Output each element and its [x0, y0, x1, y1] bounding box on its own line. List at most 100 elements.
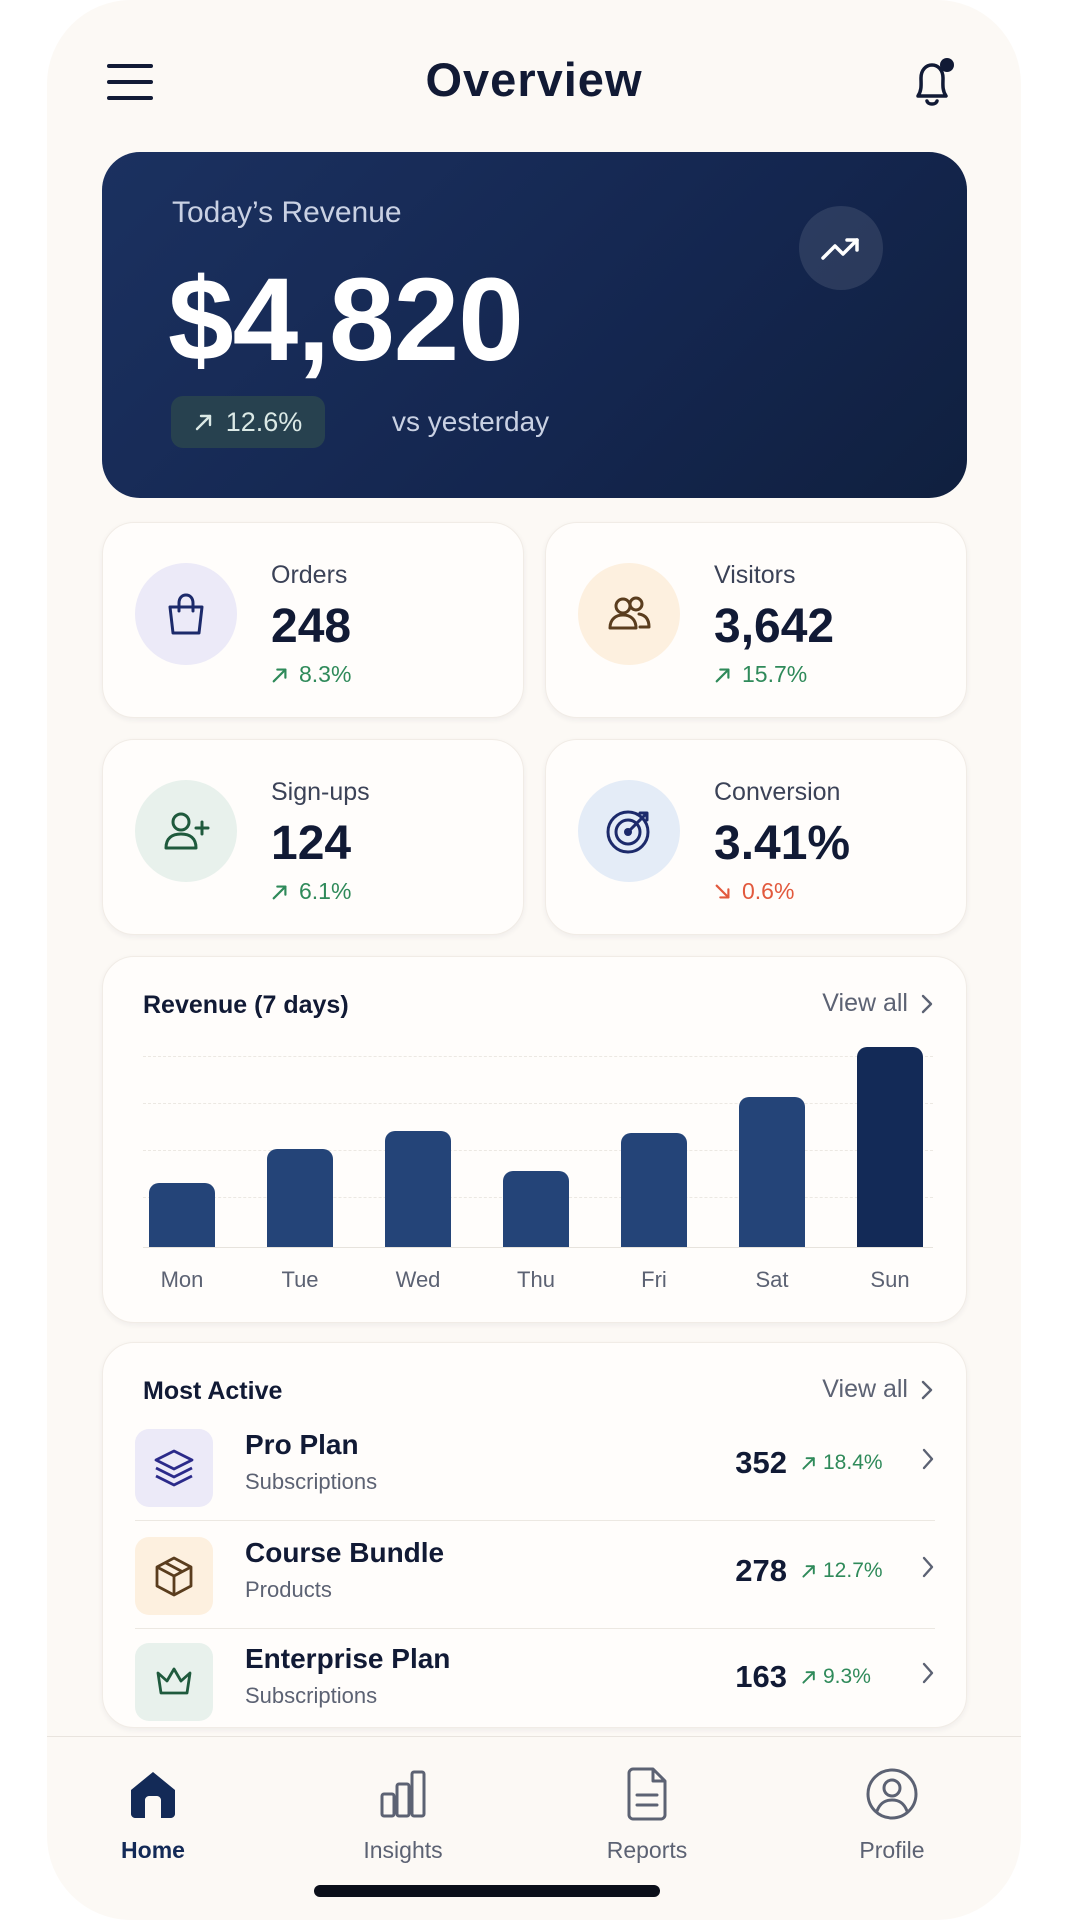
stat-change: 0.6% [714, 878, 794, 905]
arrow-up-right-icon [715, 668, 730, 682]
item-count: 352 [735, 1445, 787, 1480]
item-category: Subscriptions [245, 1683, 378, 1708]
list-item[interactable]: Pro Plan Subscriptions 352 18.4% [135, 1415, 935, 1521]
target-icon [578, 780, 680, 882]
nav-home[interactable]: Home [73, 1763, 233, 1864]
stat-change: 8.3% [271, 661, 351, 688]
chart-x-tick-label: Sat [755, 1267, 789, 1292]
view-all-label: View all [822, 1375, 908, 1403]
bell-icon [916, 63, 948, 106]
chart-bar-sat[interactable] [739, 1097, 805, 1247]
menu-icon-line [107, 80, 153, 84]
stat-change: 6.1% [271, 878, 351, 905]
bar-chart-icon [323, 1763, 483, 1825]
stat-change-value: 6.1% [299, 878, 352, 904]
phone-screen: Overview Today’s Revenue $4,820 12.6% v [47, 0, 1021, 1920]
revenue-chart-panel: Revenue (7 days) View all Mon Tue Wed Thu Fr… [102, 956, 967, 1323]
list-item[interactable]: Course Bundle Products 278 12.7% [135, 1523, 935, 1629]
arrow-up-right-icon [802, 1565, 815, 1578]
revenue-hero-card[interactable]: Today’s Revenue $4,820 12.6% vs yesterda… [102, 152, 967, 498]
item-count: 163 [735, 1659, 787, 1694]
stat-card-sign-ups[interactable]: Sign-ups 124 6.1% [102, 739, 524, 935]
stat-label: Visitors [714, 561, 796, 589]
trend-button[interactable] [799, 206, 883, 290]
hero-compare-text: vs yesterday [392, 406, 550, 437]
chart-x-tick-label: Mon [160, 1267, 204, 1292]
item-category: Subscriptions [245, 1469, 378, 1494]
profile-icon [812, 1763, 972, 1825]
top-bar: Overview [47, 0, 1021, 150]
chart-bar-wed[interactable] [385, 1131, 451, 1247]
nav-insights[interactable]: Insights [323, 1763, 483, 1864]
hero-value: $4,820 [168, 254, 524, 386]
grid-line [143, 1150, 933, 1151]
chart-bar-mon[interactable] [149, 1183, 215, 1247]
menu-button[interactable] [107, 62, 153, 102]
view-all-link[interactable]: View all [822, 1375, 934, 1404]
menu-icon [107, 64, 153, 68]
stat-card-visitors[interactable]: Visitors 3,642 15.7% [545, 522, 967, 718]
chart-x-tick-label: Wed [395, 1267, 441, 1292]
item-count: 278 [735, 1553, 787, 1588]
grid-line [143, 1103, 933, 1104]
item-change: 9.3% [801, 1665, 897, 1689]
nav-reports[interactable]: Reports [567, 1763, 727, 1864]
trending-up-icon [821, 238, 859, 260]
most-active-panel: Most Active View all Pro Plan Subscripti… [102, 1342, 967, 1728]
chart-bar-sun[interactable] [857, 1047, 923, 1247]
stat-card-conversion[interactable]: Conversion 3.41% 0.6% [545, 739, 967, 935]
bottom-nav: Home Insights Reports [47, 1736, 1021, 1920]
chart-x-tick-label: Sun [870, 1267, 910, 1292]
item-category: Products [245, 1577, 332, 1602]
chevron-right-icon [922, 1662, 934, 1684]
user-plus-icon [135, 780, 237, 882]
home-indicator[interactable] [314, 1885, 660, 1897]
stat-value: 3,642 [714, 600, 835, 653]
hero-change-badge: 12.6% [171, 396, 325, 448]
arrow-up-right-icon [195, 414, 211, 431]
nav-label: Reports [606, 1837, 688, 1863]
menu-icon-line [107, 96, 153, 100]
page-title: Overview [425, 53, 643, 106]
chart-bar-tue[interactable] [267, 1149, 333, 1247]
item-name: Pro Plan [245, 1429, 359, 1460]
users-icon [578, 563, 680, 665]
item-name: Course Bundle [245, 1537, 445, 1568]
stat-label: Conversion [714, 778, 841, 806]
arrow-up-right-icon [272, 885, 287, 899]
hero-change-value: 12.6% [225, 406, 303, 437]
item-change-value: 12.7% [823, 1559, 883, 1582]
arrow-up-right-icon [802, 1671, 815, 1684]
notifications-button[interactable] [904, 56, 960, 112]
chart-bar-fri[interactable] [621, 1133, 687, 1247]
grid-line [143, 1056, 933, 1057]
nav-label: Profile [859, 1837, 925, 1863]
panel-title: Most Active [143, 1377, 283, 1405]
panel-title: Revenue (7 days) [143, 991, 349, 1019]
layers-icon [135, 1429, 213, 1507]
chevron-right-icon [921, 994, 933, 1013]
crown-icon [135, 1643, 213, 1721]
notification-badge [940, 58, 954, 72]
nav-profile[interactable]: Profile [812, 1763, 972, 1864]
arrow-down-right-icon [715, 884, 730, 898]
chart-x-tick-label: Fri [641, 1267, 667, 1292]
item-name: Enterprise Plan [245, 1643, 451, 1674]
chevron-right-icon [921, 1380, 933, 1399]
stat-value: 3.41% [714, 817, 851, 870]
home-icon [73, 1763, 233, 1825]
chart-x-tick-label: Thu [517, 1267, 555, 1292]
document-icon [567, 1763, 727, 1825]
list-item[interactable]: Enterprise Plan Subscriptions 163 9.3% [135, 1629, 935, 1729]
stat-value: 124 [271, 817, 352, 870]
arrow-up-right-icon [272, 668, 287, 682]
stat-card-orders[interactable]: Orders 248 8.3% [102, 522, 524, 718]
item-change-value: 18.4% [823, 1451, 883, 1474]
chevron-right-icon [922, 1556, 934, 1578]
revenue-bar-chart: Mon Tue Wed Thu Fri Sat Sun [103, 957, 968, 1324]
item-change: 12.7% [801, 1559, 897, 1583]
chart-bar-thu[interactable] [503, 1171, 569, 1247]
chevron-right-icon [922, 1448, 934, 1470]
nav-label: Home [121, 1837, 185, 1863]
view-all-link[interactable]: View all [822, 989, 934, 1018]
